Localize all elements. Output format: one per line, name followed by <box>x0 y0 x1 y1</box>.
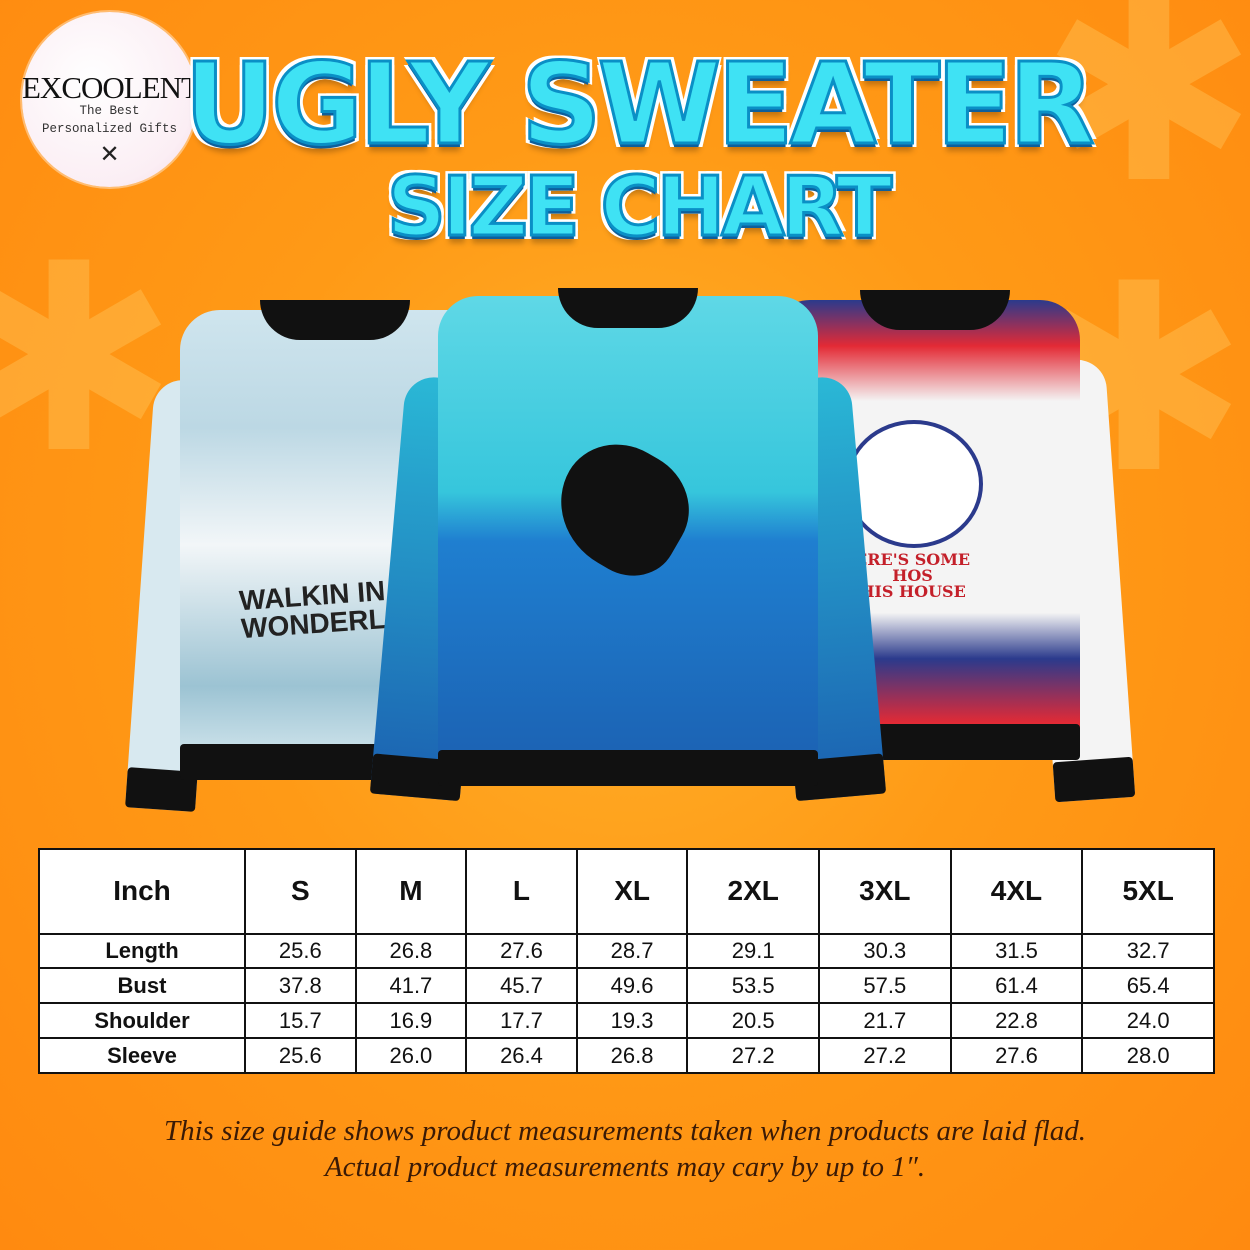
measurement-cell: 65.4 <box>1081 967 1215 1005</box>
table-row: Sleeve 25.6 26.0 26.4 26.8 27.2 27.2 27.6 28.0 <box>38 1037 1215 1074</box>
size-header: 3XL <box>818 848 952 935</box>
size-header: 5XL <box>1081 848 1215 935</box>
measurement-cell: 26.8 <box>354 932 468 970</box>
size-header: 2XL <box>686 848 821 935</box>
measurement-cell: 26.8 <box>575 1037 689 1074</box>
measurement-cell: 19.3 <box>575 1002 689 1040</box>
measurement-cell: 26.0 <box>354 1037 468 1074</box>
table-row: Shoulder 15.7 16.9 17.7 19.3 20.5 21.7 22.8 24.0 <box>38 1002 1215 1040</box>
size-note: This size guide shows product measuremen… <box>163 1115 1087 1147</box>
crossed-arrows-icon: ✕ <box>99 141 120 168</box>
measurement-cell: 28.7 <box>575 932 689 970</box>
brand-logo: EXCOOLENT The Best Personalized Gifts ✕ <box>22 12 200 187</box>
measurement-cell: 27.6 <box>949 1037 1084 1074</box>
row-label: Shoulder <box>38 1002 246 1040</box>
measurement-cell: 21.7 <box>818 1002 952 1040</box>
measurement-cell: 31.5 <box>949 932 1084 970</box>
brand-tagline: Personalized Gifts <box>41 122 178 136</box>
measurement-cell: 28.0 <box>1081 1037 1215 1074</box>
page-title: UGLY SWEATER <box>183 39 1097 172</box>
measurement-cell: 41.7 <box>354 967 468 1005</box>
size-header: S <box>244 848 357 935</box>
measurement-cell: 61.4 <box>949 967 1084 1005</box>
santa-graphic <box>845 420 983 548</box>
page-subtitle: SIZE CHART <box>385 159 893 257</box>
table-row: Bust 37.8 41.7 45.7 49.6 53.5 57.5 61.4 65.4 <box>38 967 1215 1005</box>
measurement-cell: 17.7 <box>465 1002 578 1040</box>
measurement-cell: 15.7 <box>244 1002 357 1040</box>
sweater-print-text: ERE'S SOME HOS HIS HOUSE <box>855 550 971 601</box>
measurement-cell: 24.0 <box>1081 1002 1215 1040</box>
size-header: M <box>354 848 468 935</box>
measurement-cell: 26.4 <box>465 1037 578 1074</box>
size-header: XL <box>575 848 689 935</box>
unit-header: Inch <box>38 848 246 935</box>
measurement-cell: 32.7 <box>1081 932 1215 970</box>
row-label: Bust <box>38 967 246 1005</box>
measurement-cell: 22.8 <box>949 1002 1084 1040</box>
measurement-cell: 20.5 <box>686 1002 821 1040</box>
row-label: Length <box>38 932 246 970</box>
row-label: Sleeve <box>38 1037 246 1074</box>
table-row: Length 25.6 26.8 27.6 28.7 29.1 30.3 31.5 32.7 <box>38 932 1215 970</box>
measurement-cell: 37.8 <box>244 967 357 1005</box>
palm-tree-decoration: ✱ <box>0 215 178 505</box>
measurement-cell: 25.6 <box>244 932 357 970</box>
brand-name: EXCOOLENT <box>22 70 200 105</box>
measurement-cell: 49.6 <box>575 967 689 1005</box>
measurement-cell: 27.6 <box>465 932 578 970</box>
measurement-cell: 57.5 <box>818 967 952 1005</box>
size-header: L <box>465 848 578 935</box>
measurement-cell: 29.1 <box>686 932 821 970</box>
size-header: 4XL <box>949 848 1084 935</box>
size-note: Actual product measurements may cary by … <box>324 1151 926 1183</box>
measurement-cell: 27.2 <box>818 1037 952 1074</box>
sweater-orca <box>369 288 887 808</box>
measurement-cell: 27.2 <box>686 1037 821 1074</box>
measurement-cell: 30.3 <box>818 932 952 970</box>
brand-tagline: The Best <box>79 104 140 118</box>
size-chart-table: Inch S M L XL 2XL 3XL 4XL 5XL Length 25.6… <box>38 848 1215 1074</box>
measurement-cell: 16.9 <box>354 1002 468 1040</box>
measurement-cell: 53.5 <box>686 967 821 1005</box>
measurement-cell: 25.6 <box>244 1037 357 1074</box>
palm-tree-decoration: ✱ <box>1040 0 1250 235</box>
table-header-row: Inch S M L XL 2XL 3XL 4XL 5XL <box>38 848 1215 935</box>
measurement-cell: 45.7 <box>465 967 578 1005</box>
